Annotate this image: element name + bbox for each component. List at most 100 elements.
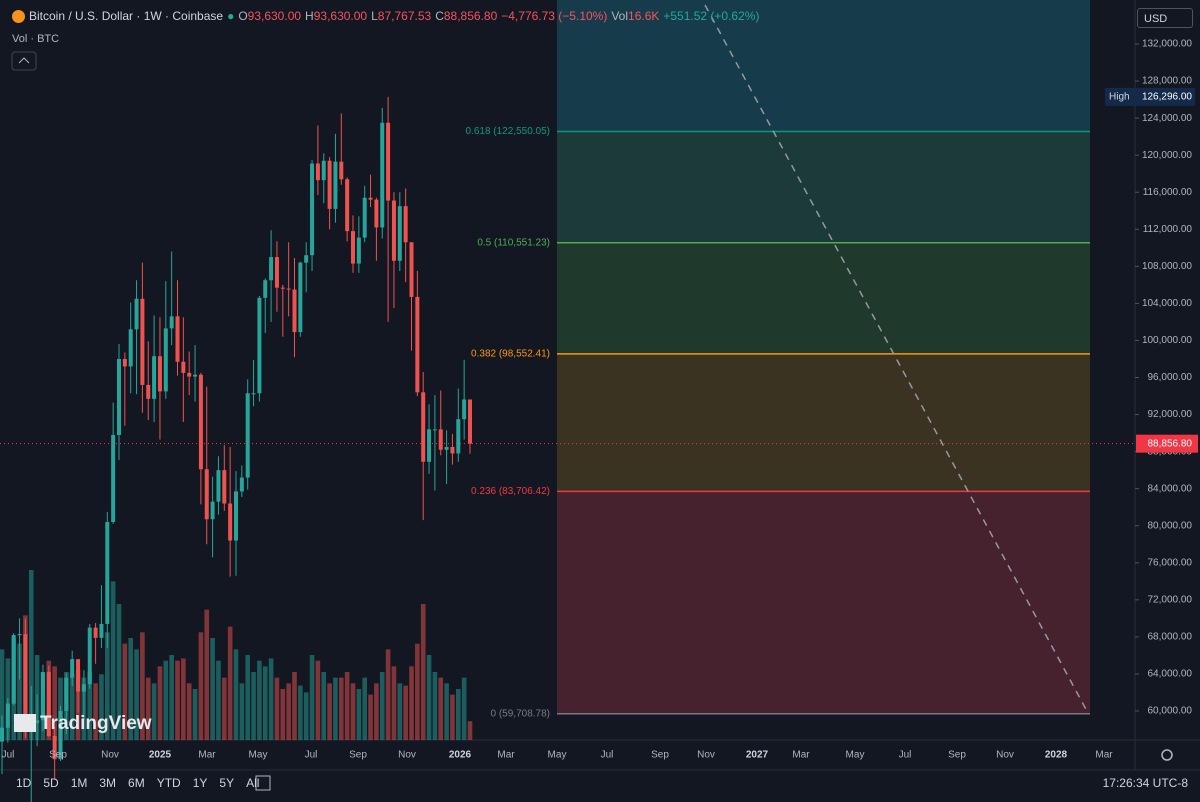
fib-label: 0.618 (122,550.05)	[465, 126, 550, 137]
volume-bar	[17, 643, 22, 740]
volume-bar	[157, 666, 163, 740]
x-tick-label: Sep	[651, 750, 669, 761]
fib-label: 0.236 (83,706.42)	[471, 486, 550, 497]
date-range-icon[interactable]	[255, 775, 271, 791]
candle-body	[52, 736, 57, 760]
volume-bar	[385, 649, 391, 740]
y-tick-label: 100,000.00	[1142, 335, 1192, 346]
candle-body	[432, 429, 437, 431]
range-button[interactable]: 1Y	[192, 776, 208, 790]
symbol: Bitcoin / U.S. Dollar · 1W · Coinbase	[29, 9, 224, 23]
ohlc-value: 87,767.53	[377, 9, 432, 23]
candle-body	[374, 199, 379, 228]
x-tick-label: Sep	[349, 750, 367, 761]
vol-change: +551.52 (+0.62%)	[663, 9, 760, 23]
candle-body	[111, 434, 116, 523]
vol-value: 16.6K	[628, 9, 660, 23]
candle-body	[169, 316, 174, 329]
range-bar: 1D 5D 1M 3M 6M YTD 1Y 5Y All	[16, 776, 259, 790]
candle-body	[444, 446, 449, 450]
candle-body	[351, 231, 355, 264]
x-tick-label: Jul	[305, 750, 318, 761]
range-button[interactable]: 5D	[43, 776, 59, 790]
volume-bar	[28, 570, 34, 740]
candle-body	[187, 372, 192, 377]
range-button[interactable]: YTD	[156, 776, 181, 790]
y-tick-label: 68,000.00	[1148, 632, 1193, 643]
x-tick-label: Jul	[899, 750, 912, 761]
volume-bar	[110, 581, 116, 740]
volume-bar	[204, 609, 210, 740]
volume-bar	[251, 672, 256, 740]
ohlc-value: 88,856.80	[443, 9, 498, 23]
candle-body	[70, 659, 75, 678]
volume-bar	[52, 666, 57, 740]
volume-bar	[210, 638, 215, 740]
range-button[interactable]: All	[246, 776, 260, 790]
range-button[interactable]: 1D	[16, 776, 32, 790]
range-button[interactable]: 3M	[99, 776, 117, 790]
volume-bar	[128, 638, 133, 740]
high-value: 126,296.00	[1142, 91, 1192, 102]
candle-body	[134, 298, 139, 330]
collapse-button[interactable]	[11, 51, 37, 71]
candle-body	[257, 297, 262, 394]
y-tick-label: 128,000.00	[1142, 76, 1192, 87]
y-tick-label: 104,000.00	[1142, 298, 1192, 309]
x-tick-label: May	[846, 750, 865, 761]
range-button[interactable]: 6M	[128, 776, 145, 790]
fib-zone	[557, 131, 1090, 243]
currency-select[interactable]: USD	[1137, 8, 1193, 28]
settings-icon[interactable]	[1161, 749, 1173, 761]
volume-bar	[233, 649, 239, 740]
candle-body	[345, 179, 350, 232]
candle-body	[81, 684, 86, 692]
candle-body	[239, 477, 244, 492]
candle-body	[193, 374, 198, 377]
volume-bar	[461, 677, 467, 740]
ohlc-key: O	[238, 9, 248, 23]
candle-body	[181, 361, 186, 373]
range-button[interactable]: 1M	[70, 776, 88, 790]
volume-bar	[186, 683, 192, 740]
volume-bar	[315, 660, 321, 740]
candle-body	[128, 329, 133, 367]
candle-body	[99, 623, 104, 638]
y-tick-label: 64,000.00	[1148, 669, 1193, 680]
volume-bar	[151, 683, 157, 740]
y-tick-label: 92,000.00	[1148, 409, 1193, 420]
range-button[interactable]: 5Y	[219, 776, 235, 790]
volume-bar	[239, 683, 245, 740]
candle-body	[438, 429, 443, 450]
fib-zone	[557, 491, 1090, 714]
volume-bar	[344, 672, 350, 740]
candle-body	[64, 677, 69, 712]
candle-body	[409, 242, 414, 297]
volume-bar	[467, 721, 473, 740]
volume-bar	[69, 674, 75, 740]
vol-key: Vol	[611, 9, 629, 23]
volume-bar	[327, 683, 332, 740]
ohlc-key: C	[435, 9, 444, 23]
fib-label: 0.5 (110,551.23)	[477, 237, 550, 248]
candle-body	[298, 262, 303, 333]
legend: Bitcoin / U.S. Dollar · 1W · Coinbase ● …	[12, 9, 759, 23]
candle-body	[380, 122, 385, 228]
volume-bar	[198, 632, 204, 740]
volume-bar	[333, 677, 338, 740]
fib-zone-top	[557, 0, 1090, 132]
candle-body	[274, 257, 279, 288]
volume-bar	[175, 660, 180, 740]
candle-body	[23, 634, 28, 729]
volume-bar	[321, 672, 327, 740]
volume-bar	[415, 643, 420, 740]
x-tick-label: Sep	[49, 750, 67, 761]
volume-bar	[227, 626, 233, 740]
candle-body	[456, 419, 461, 454]
ohlc-key: H	[305, 9, 314, 23]
logo-mark	[14, 714, 36, 732]
x-tick-label: Jul	[601, 750, 614, 761]
candle-body	[140, 298, 145, 385]
